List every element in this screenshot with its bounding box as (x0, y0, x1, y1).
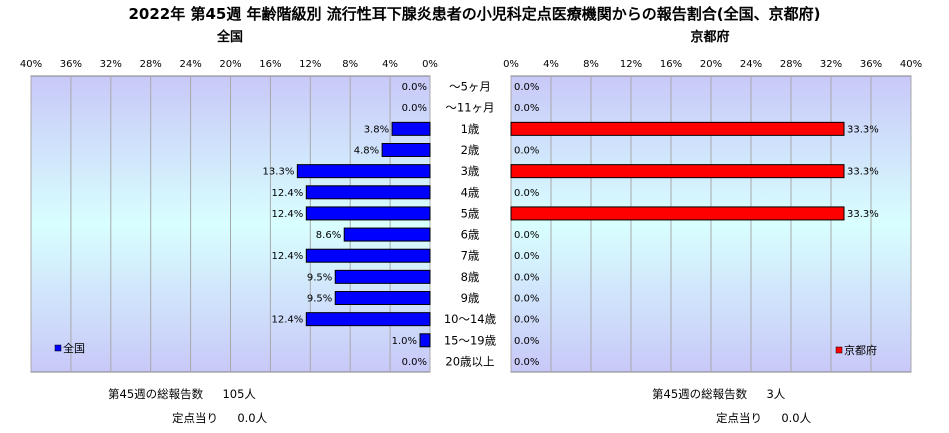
national-tick-label: 8% (342, 59, 358, 70)
national-tick-label: 40% (20, 59, 42, 70)
category-label: 4歳 (461, 185, 480, 199)
kyoto-value-label: 0.0% (514, 357, 539, 368)
category-label: 15～19歳 (444, 333, 497, 347)
national-value-label: 0.0% (402, 357, 427, 368)
category-label: 5歳 (461, 206, 480, 220)
category-label: 2歳 (461, 143, 480, 157)
national-tick-label: 0% (422, 59, 438, 70)
category-label: ～5ヶ月 (449, 80, 491, 94)
category-label: 10～14歳 (444, 312, 497, 326)
national-value-label: 8.6% (316, 230, 341, 241)
national-value-label: 9.5% (307, 272, 332, 283)
national-tick-label: 16% (259, 59, 281, 70)
kyoto-value-label: 33.3% (847, 209, 879, 220)
national-bar (305, 312, 431, 327)
kyoto-value-label: 33.3% (847, 167, 879, 178)
category-label: 7歳 (461, 249, 480, 263)
national-tick-label: 32% (100, 59, 122, 70)
category-label: 20歳以上 (445, 354, 494, 368)
kyoto-tick-label: 0% (503, 59, 519, 70)
kyoto-tick-label: 24% (740, 59, 762, 70)
national-bar (391, 121, 431, 136)
kyoto-per-value: 0.0人 (781, 411, 812, 425)
national-tick-label: 4% (382, 59, 398, 70)
kyoto-tick-label: 40% (900, 59, 922, 70)
kyoto-tick-label: 20% (700, 59, 722, 70)
national-value-label: 3.8% (364, 124, 389, 135)
national-value-label: 1.0% (392, 336, 417, 347)
national-panel-title: 全国 (216, 30, 243, 45)
kyoto-value-label: 0.0% (514, 272, 539, 283)
national-bar (381, 143, 431, 157)
kyoto-tick-label: 32% (820, 59, 842, 70)
national-value-label: 12.4% (272, 315, 304, 326)
national-legend-label: 全国 (63, 341, 85, 355)
kyoto-value-label: 0.0% (514, 315, 539, 326)
national-value-label: 12.4% (272, 188, 304, 199)
kyoto-per-label: 定点当り (716, 411, 762, 425)
category-label: 1歳 (461, 122, 480, 136)
kyoto-legend-label: 京都府 (844, 343, 877, 357)
kyoto-tick-label: 28% (780, 59, 802, 70)
kyoto-legend-swatch (835, 346, 843, 354)
category-label: 9歳 (461, 291, 480, 305)
national-value-label: 0.0% (402, 103, 427, 114)
category-label: ～11ヶ月 (445, 101, 494, 115)
national-legend-swatch (54, 344, 62, 352)
national-value-label: 12.4% (272, 251, 304, 262)
national-value-label: 0.0% (402, 82, 427, 93)
kyoto-value-label: 33.3% (847, 124, 879, 135)
kyoto-value-label: 0.0% (514, 230, 539, 241)
national-tick-label: 12% (299, 59, 321, 70)
national-bar (343, 227, 431, 242)
national-bar (419, 333, 431, 348)
national-tick-label: 36% (60, 59, 82, 70)
national-value-label: 12.4% (272, 209, 304, 220)
national-value-label: 13.3% (263, 167, 295, 178)
kyoto-value-label: 0.0% (514, 294, 539, 305)
kyoto-value-label: 0.0% (514, 336, 539, 347)
national-value-label: 9.5% (307, 294, 332, 305)
kyoto-value-label: 0.0% (514, 188, 539, 199)
kyoto-tick-label: 36% (860, 59, 882, 70)
category-label: 3歳 (461, 164, 480, 178)
kyoto-bar (510, 164, 845, 179)
kyoto-total-value: 3人 (766, 387, 786, 401)
national-per-value: 0.0人 (237, 411, 268, 425)
national-value-label: 4.8% (354, 146, 379, 157)
national-bar (305, 206, 431, 221)
national-bar (334, 269, 431, 284)
kyoto-value-label: 0.0% (514, 103, 539, 114)
national-total-value: 105人 (222, 387, 256, 401)
kyoto-tick-label: 12% (620, 59, 642, 70)
kyoto-bar (510, 121, 845, 136)
kyoto-tick-label: 8% (583, 59, 599, 70)
kyoto-value-label: 0.0% (514, 82, 539, 93)
kyoto-tick-label: 16% (660, 59, 682, 70)
national-tick-label: 24% (179, 59, 201, 70)
kyoto-value-label: 0.0% (514, 251, 539, 262)
national-tick-label: 20% (219, 59, 241, 70)
kyoto-bar (510, 206, 845, 221)
kyoto-tick-label: 4% (543, 59, 559, 70)
category-label: 6歳 (461, 228, 480, 242)
chart-title: 2022年 第45週 年齢階級別 流行性耳下腺炎患者の小児科定点医療機関からの報… (128, 5, 821, 23)
kyoto-total-label: 第45週の総報告数 (652, 387, 748, 401)
national-total-label: 第45週の総報告数 (108, 387, 204, 401)
national-bar (305, 248, 431, 263)
category-label: 8歳 (461, 270, 480, 284)
kyoto-value-label: 0.0% (514, 146, 539, 157)
national-bar (296, 164, 431, 179)
national-tick-label: 28% (140, 59, 162, 70)
national-bar (305, 185, 431, 200)
national-per-label: 定点当り (172, 411, 218, 425)
national-bar (334, 291, 431, 305)
kyoto-panel-title: 京都府 (690, 30, 730, 45)
